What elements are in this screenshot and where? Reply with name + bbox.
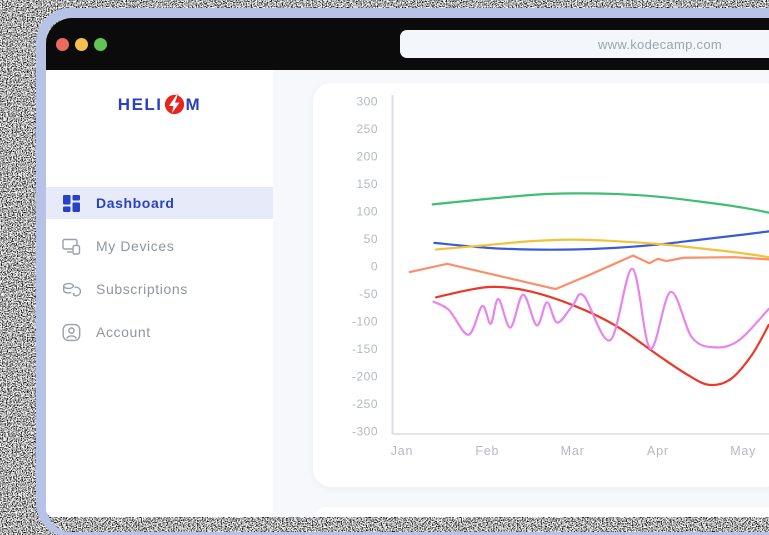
sidebar: HELI M bbox=[46, 70, 273, 517]
y-axis-tick-label: -250 bbox=[352, 397, 378, 411]
sidebar-item-dashboard[interactable]: Dashboard bbox=[46, 187, 273, 219]
sidebar-item-account[interactable]: Account bbox=[46, 316, 273, 348]
minimize-window-button[interactable] bbox=[75, 37, 88, 51]
account-user-icon bbox=[62, 323, 81, 342]
series-blue-line bbox=[433, 230, 769, 251]
logo-text-pre: HELI bbox=[117, 94, 163, 114]
browser-window: www.kodecamp.com HELI M bbox=[46, 18, 769, 517]
window-outline-frame bbox=[36, 8, 769, 535]
sidebar-item-label: Dashboard bbox=[96, 195, 175, 211]
y-axis-tick-label: -200 bbox=[352, 370, 378, 384]
x-axis-tick-label: Jan bbox=[391, 444, 414, 458]
sidebar-item-subscriptions[interactable]: Subscriptions bbox=[46, 273, 273, 305]
sidebar-nav: Dashboard My Devices bbox=[46, 187, 273, 359]
y-axis-tick-label: -150 bbox=[352, 342, 378, 356]
y-axis-tick-label: 50 bbox=[364, 232, 378, 246]
sidebar-item-label: My Devices bbox=[96, 238, 175, 254]
lower-card bbox=[313, 507, 769, 517]
chart-card: 300 250 200 150 100 50 0 -50 -100 -150 -200 -250 -30… bbox=[313, 83, 769, 487]
y-axis-tick-label: 300 bbox=[356, 95, 378, 109]
series-yellow-line bbox=[435, 238, 769, 259]
devices-icon bbox=[62, 237, 81, 256]
address-bar[interactable]: www.kodecamp.com bbox=[400, 30, 769, 58]
sidebar-item-label: Subscriptions bbox=[96, 281, 188, 297]
y-axis-tick-label: -300 bbox=[352, 425, 378, 439]
x-axis-tick-label: May bbox=[730, 444, 756, 458]
close-window-button[interactable] bbox=[56, 37, 69, 51]
series-green-line bbox=[431, 192, 769, 214]
main-content: 300 250 200 150 100 50 0 -50 -100 -150 -200 -250 -30… bbox=[273, 70, 769, 517]
series-red-line bbox=[435, 285, 769, 387]
x-axis-tick-label: Feb bbox=[475, 444, 499, 458]
series-orange-line bbox=[408, 254, 769, 291]
dashboard-grid-icon bbox=[62, 194, 81, 213]
y-axis-tick-label: 200 bbox=[356, 150, 378, 164]
logo-text-post: M bbox=[185, 94, 202, 114]
y-axis-tick-label: 250 bbox=[356, 122, 378, 136]
x-axis-tick-label: Mar bbox=[561, 444, 585, 458]
x-axis-tick-label: Apr bbox=[647, 444, 669, 458]
subscription-renewal-icon bbox=[62, 280, 81, 299]
y-axis-tick-label: -50 bbox=[359, 287, 378, 301]
address-bar-url[interactable]: www.kodecamp.com bbox=[597, 36, 722, 52]
lightning-bolt-icon bbox=[164, 94, 184, 115]
y-axis-tick-label: -100 bbox=[352, 315, 378, 329]
maximize-window-button[interactable] bbox=[94, 37, 107, 51]
y-axis-tick-label: 0 bbox=[371, 260, 378, 274]
browser-titlebar: www.kodecamp.com bbox=[46, 18, 769, 70]
series-violet-line bbox=[432, 267, 769, 350]
heliom-logo: HELI M bbox=[46, 94, 273, 115]
traffic-lights bbox=[46, 37, 107, 51]
sidebar-item-my-devices[interactable]: My Devices bbox=[46, 230, 273, 262]
line-chart: 300 250 200 150 100 50 0 -50 -100 -150 -200 -250 -30… bbox=[352, 95, 769, 458]
sidebar-item-label: Account bbox=[96, 324, 151, 340]
y-axis-tick-label: 150 bbox=[356, 177, 378, 191]
y-axis-tick-label: 100 bbox=[356, 205, 378, 219]
